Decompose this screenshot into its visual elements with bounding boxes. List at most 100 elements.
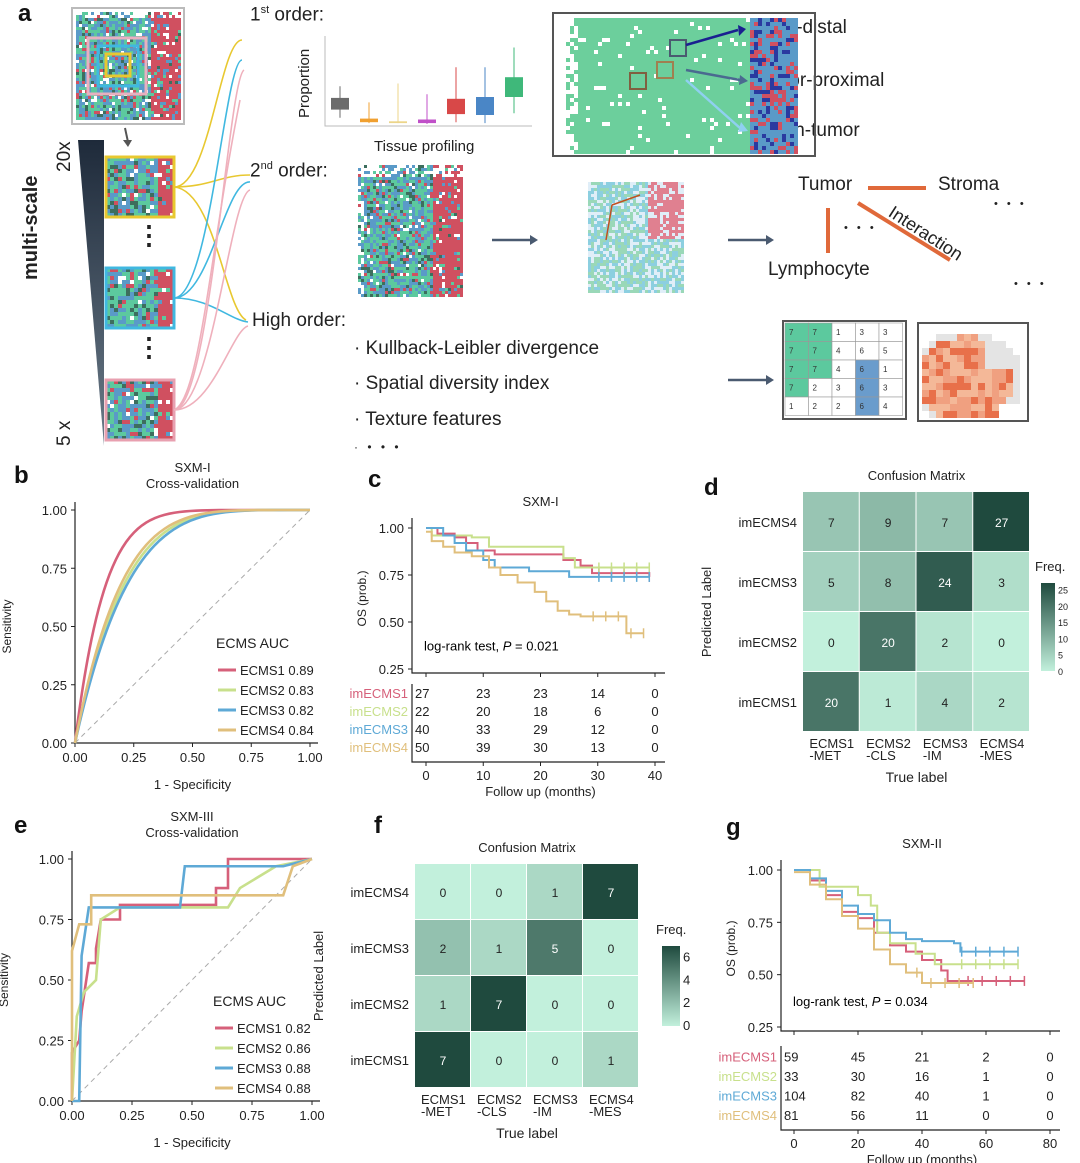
tissue-cell bbox=[738, 22, 742, 26]
tissue-cell bbox=[121, 99, 124, 102]
tissue-cell bbox=[94, 87, 97, 90]
tissue-cell bbox=[710, 142, 714, 146]
tissue-cell bbox=[100, 102, 103, 105]
tissue-cell bbox=[758, 70, 762, 74]
tissue-cell bbox=[722, 58, 726, 62]
tissue-cell bbox=[754, 90, 758, 94]
tissue-cell bbox=[118, 436, 122, 440]
tissue-cell bbox=[746, 146, 750, 150]
tissue-cell bbox=[778, 86, 782, 90]
tissue-cell bbox=[786, 46, 790, 50]
tissue-cell bbox=[622, 22, 626, 26]
tissue-cell bbox=[682, 102, 686, 106]
tissue-cell bbox=[758, 38, 762, 42]
tissue-cell bbox=[151, 93, 154, 96]
tissue-cell bbox=[658, 78, 662, 82]
node-stroma: Stroma bbox=[938, 174, 1000, 195]
tissue-cell bbox=[758, 50, 762, 54]
tissue-cell bbox=[97, 90, 100, 93]
tissue-cell bbox=[178, 114, 181, 117]
tissue-cell bbox=[654, 150, 658, 154]
tissue-cell bbox=[602, 106, 606, 110]
tissue-cell bbox=[382, 282, 385, 285]
tissue-cell bbox=[698, 30, 702, 34]
tissue-cell bbox=[106, 27, 109, 30]
tissue-cell bbox=[403, 276, 406, 279]
tissue-cell bbox=[170, 320, 174, 324]
tissue-cell bbox=[79, 81, 82, 84]
tissue-cell bbox=[154, 177, 158, 181]
tissue-cell bbox=[76, 99, 79, 102]
tissue-cell bbox=[162, 157, 166, 161]
tissue-cell bbox=[598, 26, 602, 30]
tissue-cell bbox=[394, 285, 397, 288]
tissue-cell bbox=[388, 222, 391, 225]
tissue-cell bbox=[722, 86, 726, 90]
tissue-cell bbox=[150, 300, 154, 304]
tissue-cell bbox=[370, 246, 373, 249]
tissue-cell bbox=[614, 110, 618, 114]
boxplot-xlabel: Tissue profiling bbox=[374, 138, 475, 155]
tissue-cell bbox=[139, 117, 142, 120]
tissue-cell bbox=[166, 181, 170, 185]
tissue-cell bbox=[400, 282, 403, 285]
tissue-cell bbox=[106, 169, 110, 173]
tissue-cell bbox=[678, 78, 682, 82]
tissue-cell bbox=[130, 308, 134, 312]
tissue-cell bbox=[602, 138, 606, 142]
tissue-cell bbox=[598, 122, 602, 126]
tissue-cell bbox=[678, 42, 682, 46]
tissue-cell bbox=[118, 30, 121, 33]
tissue-cell bbox=[606, 78, 610, 82]
tissue-cell bbox=[103, 114, 106, 117]
tissue-cell bbox=[118, 308, 122, 312]
tissue-cell bbox=[376, 228, 379, 231]
tissue-cell bbox=[166, 320, 170, 324]
tissue-cell bbox=[786, 70, 790, 74]
tissue-cell bbox=[76, 114, 79, 117]
tissue-cell bbox=[126, 193, 130, 197]
tissue-cell bbox=[138, 288, 142, 292]
tissue-cell bbox=[114, 424, 118, 428]
tissue-cell bbox=[406, 282, 409, 285]
tissue-cell bbox=[88, 117, 91, 120]
tissue-cell bbox=[634, 42, 638, 46]
tissue-cell bbox=[76, 39, 79, 42]
tissue-cell bbox=[710, 106, 714, 110]
tissue-cell bbox=[157, 57, 160, 60]
tissue-cell bbox=[430, 168, 433, 171]
tissue-cell bbox=[118, 272, 122, 276]
tissue-cell bbox=[582, 114, 586, 118]
tissue-cell bbox=[162, 304, 166, 308]
tissue-cell bbox=[358, 279, 361, 282]
tissue-cell bbox=[376, 267, 379, 270]
tissue-cell bbox=[169, 60, 172, 63]
tissue-cell bbox=[118, 81, 121, 84]
tissue-cell bbox=[157, 63, 160, 66]
tissue-cell bbox=[421, 177, 424, 180]
tissue-cell bbox=[94, 24, 97, 27]
tissue-cell bbox=[151, 99, 154, 102]
tissue-cell bbox=[109, 117, 112, 120]
tissue-cell bbox=[160, 15, 163, 18]
tissue-cell bbox=[370, 198, 373, 201]
tissue-cell bbox=[172, 111, 175, 114]
tissue-cell bbox=[175, 81, 178, 84]
tissue-cell bbox=[100, 33, 103, 36]
tissue-cell bbox=[622, 18, 626, 22]
tissue-cell bbox=[694, 142, 698, 146]
tissue-cell bbox=[163, 39, 166, 42]
tissue-cell bbox=[424, 237, 427, 240]
tissue-cell bbox=[650, 102, 654, 106]
tissue-cell bbox=[722, 126, 726, 130]
tissue-cell bbox=[148, 81, 151, 84]
tissue-cell bbox=[138, 400, 142, 404]
tissue-cell bbox=[110, 205, 114, 209]
tissue-cell bbox=[670, 42, 674, 46]
tissue-cell bbox=[76, 81, 79, 84]
tissue-cell bbox=[403, 267, 406, 270]
tissue-cell bbox=[178, 78, 181, 81]
tissue-cell bbox=[722, 150, 726, 154]
tissue-cell bbox=[403, 180, 406, 183]
tissue-cell bbox=[750, 126, 754, 130]
